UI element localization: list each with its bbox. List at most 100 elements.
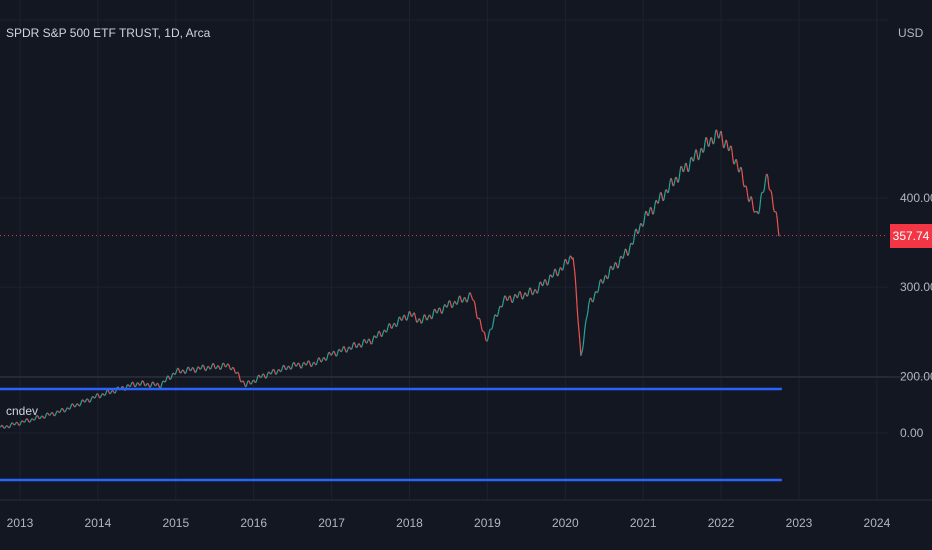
price-segment (594, 291, 596, 295)
price-segment (241, 381, 243, 383)
price-axis-tick: 400.00 (900, 191, 932, 205)
price-segment (635, 229, 638, 232)
indicator-name: cndev (6, 404, 39, 418)
price-segment (138, 384, 141, 386)
price-segment (765, 175, 767, 179)
price-segment (713, 140, 716, 144)
price-segment (66, 407, 68, 409)
price-segment (255, 380, 258, 383)
price-segment (683, 168, 685, 172)
price-segment (718, 133, 721, 137)
price-segment (607, 277, 609, 280)
price-segment (215, 367, 217, 370)
price-segment (72, 404, 75, 407)
price-segment (567, 261, 570, 264)
price-segment (686, 167, 689, 171)
price-segment (77, 404, 80, 407)
price-segment (215, 366, 218, 369)
price-segment (574, 278, 577, 287)
price-segment (399, 316, 401, 318)
price-segment (64, 410, 67, 413)
price-segment (344, 348, 347, 351)
price-segment (706, 140, 709, 145)
price-segment (154, 384, 156, 387)
price-segment (403, 314, 406, 317)
price-segment (22, 421, 25, 423)
price-segment (502, 300, 505, 304)
price-segment (344, 350, 347, 353)
price-segment (460, 298, 462, 301)
price-segment (724, 141, 727, 145)
price-segment (402, 314, 405, 317)
price-segment (720, 130, 723, 134)
price-segment (149, 386, 152, 388)
price-segment (565, 261, 568, 264)
price-segment (15, 422, 17, 424)
price-segment (689, 157, 692, 160)
price-segment (752, 208, 755, 212)
price-segment (732, 157, 734, 163)
price-segment (554, 268, 557, 271)
price-segment (92, 396, 95, 399)
price-segment (491, 327, 494, 330)
price-segment (650, 208, 653, 212)
price-segment (61, 407, 64, 410)
price-segment (268, 372, 271, 374)
price-segment (265, 375, 268, 378)
price-segment (590, 297, 593, 300)
price-segment (573, 266, 576, 273)
price-segment (261, 374, 264, 377)
price-segment (107, 390, 110, 393)
price-segment (553, 271, 555, 275)
price-segment (667, 190, 670, 193)
price-segment (210, 367, 212, 369)
price-segment (253, 380, 256, 383)
price-segment (577, 320, 580, 328)
price-segment (231, 367, 234, 369)
price-segment (734, 159, 737, 163)
price-segment (538, 282, 541, 286)
price-segment (9, 425, 12, 428)
price-segment (537, 288, 540, 292)
price-segment (381, 335, 383, 338)
price-segment (56, 410, 58, 412)
price-segment (723, 146, 725, 149)
price-segment (134, 385, 137, 388)
price-segment (372, 337, 374, 341)
price-segment (528, 287, 531, 291)
price-segment (188, 367, 190, 369)
price-segment (391, 327, 393, 329)
price-segment (213, 363, 215, 366)
price-segment (334, 353, 337, 356)
price-segment (142, 380, 145, 383)
price-segment (610, 265, 612, 268)
price-segment (331, 352, 334, 355)
price-segment (678, 176, 680, 181)
price-segment (450, 303, 452, 307)
price-segment (391, 326, 394, 329)
price-segment (713, 135, 716, 141)
price-segment (207, 365, 209, 368)
price-segment (127, 384, 130, 387)
price-segment (643, 215, 646, 220)
price-segment (657, 201, 660, 204)
price-segment (629, 244, 631, 248)
price-segment (536, 291, 539, 294)
price-segment (625, 250, 628, 254)
price-segment (570, 255, 572, 258)
price-segment (351, 345, 354, 348)
price-segment (273, 370, 276, 373)
price-segment (612, 267, 615, 270)
price-segment (37, 416, 40, 419)
price-segment (311, 365, 313, 367)
price-segment (604, 275, 606, 277)
price-segment (666, 189, 668, 192)
price-segment (504, 295, 507, 298)
price-segment (321, 360, 323, 363)
price-segment (260, 375, 263, 378)
price-segment (475, 309, 477, 314)
price-segment (453, 300, 456, 303)
price-segment (133, 384, 136, 387)
price-segment (307, 360, 309, 363)
